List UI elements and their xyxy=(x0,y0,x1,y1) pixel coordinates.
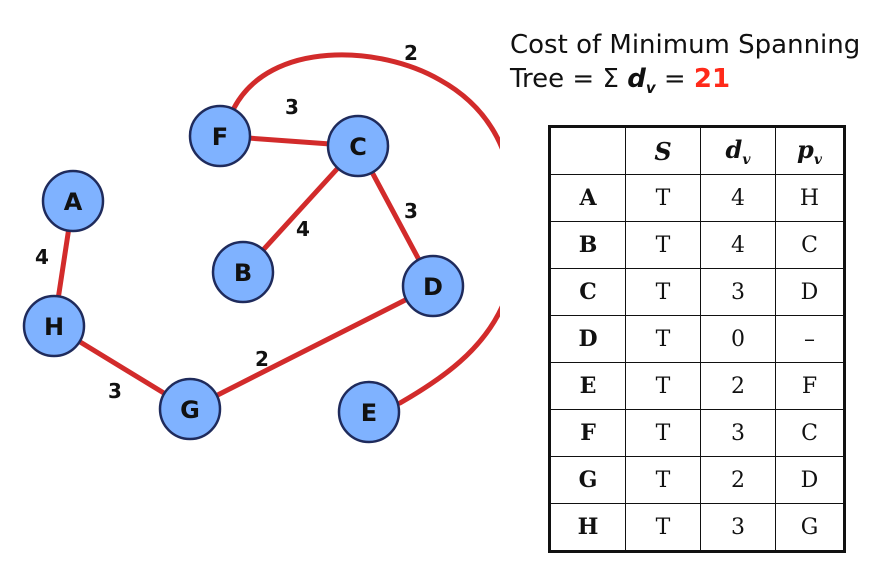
node-g-label: G xyxy=(180,396,200,424)
edge-f-e xyxy=(231,52,500,406)
node-b-label: B xyxy=(234,259,252,287)
weight-d-g: 2 xyxy=(255,347,269,371)
row-vertex: D xyxy=(549,315,626,363)
row-p: – xyxy=(775,315,845,363)
node-f: F xyxy=(188,104,252,168)
row-d: 2 xyxy=(700,456,776,504)
node-d-label: D xyxy=(423,273,443,301)
row-vertex: C xyxy=(549,268,626,316)
row-p: F xyxy=(775,362,845,410)
header-corner xyxy=(549,126,626,175)
row-vertex: G xyxy=(549,456,626,504)
edge-d-g xyxy=(187,283,436,412)
row-vertex: H xyxy=(549,503,626,552)
title-equals: = xyxy=(655,64,694,94)
table-row: D T 0– xyxy=(549,315,845,363)
header-pv: pv xyxy=(775,126,845,175)
row-d: 4 xyxy=(700,221,776,269)
row-s: T xyxy=(625,315,701,363)
row-p: G xyxy=(775,503,845,552)
row-vertex: E xyxy=(549,362,626,410)
row-s: T xyxy=(625,456,701,504)
header-p-letter: p xyxy=(797,134,814,164)
title-prefix: Tree = Σ xyxy=(510,64,628,94)
node-c-label: C xyxy=(349,133,367,161)
mst-cost-title: Cost of Minimum Spanning Tree = Σ dv = 2… xyxy=(510,28,870,105)
node-h-label: H xyxy=(44,313,64,341)
weight-h-g: 3 xyxy=(108,379,122,403)
table-header-row: S dv pv xyxy=(549,126,845,175)
header-p-sub: v xyxy=(813,151,822,168)
header-s: S xyxy=(625,126,701,175)
node-b: B xyxy=(211,240,275,304)
dv-letter: d xyxy=(627,64,646,94)
node-c: C xyxy=(326,114,390,178)
node-d: D xyxy=(401,254,465,318)
total-cost: 21 xyxy=(693,64,731,94)
row-s: T xyxy=(625,221,701,269)
node-h: H xyxy=(22,294,86,358)
node-e-label: E xyxy=(361,399,377,427)
row-d: 3 xyxy=(700,409,776,457)
weight-a-h: 4 xyxy=(35,245,49,269)
row-d: 3 xyxy=(700,268,776,316)
row-d: 3 xyxy=(700,503,776,552)
row-s: T xyxy=(625,362,701,410)
title-line-1: Cost of Minimum Spanning xyxy=(510,30,861,60)
node-g: G xyxy=(158,377,222,441)
weight-f-c: 3 xyxy=(285,95,299,119)
row-p: D xyxy=(775,268,845,316)
dv-subscript: v xyxy=(645,79,656,98)
node-e: E xyxy=(337,380,401,444)
row-s: T xyxy=(625,503,701,552)
row-d: 4 xyxy=(700,174,776,222)
row-p: C xyxy=(775,221,845,269)
node-a: A xyxy=(41,169,105,233)
spanning-tree-graph: 3 4 3 2 4 3 2 A B C D E F G H xyxy=(22,41,500,444)
header-dv: dv xyxy=(700,126,776,175)
row-s: T xyxy=(625,268,701,316)
weight-f-e: 2 xyxy=(404,41,418,65)
row-vertex: A xyxy=(549,174,626,222)
row-p: H xyxy=(775,174,845,222)
row-p: D xyxy=(775,456,845,504)
row-d: 0 xyxy=(700,315,776,363)
weight-c-b: 4 xyxy=(296,217,310,241)
row-s: T xyxy=(625,174,701,222)
dv-symbol: dv xyxy=(627,64,656,98)
row-vertex: F xyxy=(549,409,626,457)
header-d-sub: v xyxy=(742,151,751,168)
node-f-label: F xyxy=(212,123,228,151)
title-line-2: Tree = Σ dv = 21 xyxy=(510,62,870,105)
weight-c-d: 3 xyxy=(404,199,418,223)
row-s: T xyxy=(625,409,701,457)
row-vertex: B xyxy=(549,221,626,269)
header-d-letter: d xyxy=(725,134,743,164)
row-p: C xyxy=(775,409,845,457)
row-d: 2 xyxy=(700,362,776,410)
node-a-label: A xyxy=(64,188,83,216)
